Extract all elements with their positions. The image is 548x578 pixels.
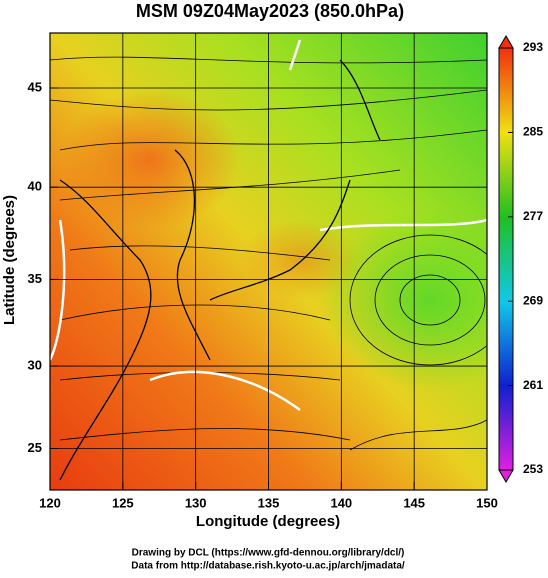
y-tick-label: 35 bbox=[28, 271, 42, 286]
colorbar-label: 285 bbox=[523, 125, 543, 139]
colorbar-bottom bbox=[498, 469, 514, 483]
title: MSM 09Z04May2023 (850.0hPa) bbox=[136, 1, 404, 21]
coastline bbox=[59, 59, 381, 481]
x-tick-label: 130 bbox=[185, 495, 207, 510]
colorbar-label: 293 bbox=[523, 40, 543, 54]
x-tick-label: 140 bbox=[330, 495, 352, 510]
y-axis-label: Latitude (degrees) bbox=[1, 195, 18, 325]
x-tick-label: 125 bbox=[112, 495, 134, 510]
colorbar-top bbox=[498, 35, 514, 49]
field bbox=[50, 33, 487, 490]
x-tick-label: 120 bbox=[39, 495, 61, 510]
y-tick-label: 45 bbox=[28, 79, 42, 94]
colorbar-label: 269 bbox=[523, 293, 543, 307]
credit: Drawing by DCL (https://www.gfd-dennou.o… bbox=[132, 548, 405, 559]
isotherms bbox=[50, 39, 487, 412]
credit: Data from http://database.rish.kyoto-u.a… bbox=[131, 561, 405, 572]
x-axis-label: Longitude (degrees) bbox=[196, 513, 340, 530]
x-tick-label: 150 bbox=[476, 495, 498, 510]
x-tick-label: 145 bbox=[403, 495, 425, 510]
x-tick-label: 135 bbox=[258, 495, 280, 510]
colorbar-body bbox=[498, 47, 514, 471]
colorbar-label: 253 bbox=[523, 462, 543, 476]
colorbar-label: 277 bbox=[523, 209, 543, 223]
y-tick-label: 40 bbox=[28, 179, 42, 194]
colorbar-label: 261 bbox=[523, 378, 543, 392]
colorbar: 253 261 269 277 285 293 bbox=[498, 35, 543, 483]
y-tick-label: 25 bbox=[28, 440, 42, 455]
y-tick-label: 30 bbox=[28, 358, 42, 373]
